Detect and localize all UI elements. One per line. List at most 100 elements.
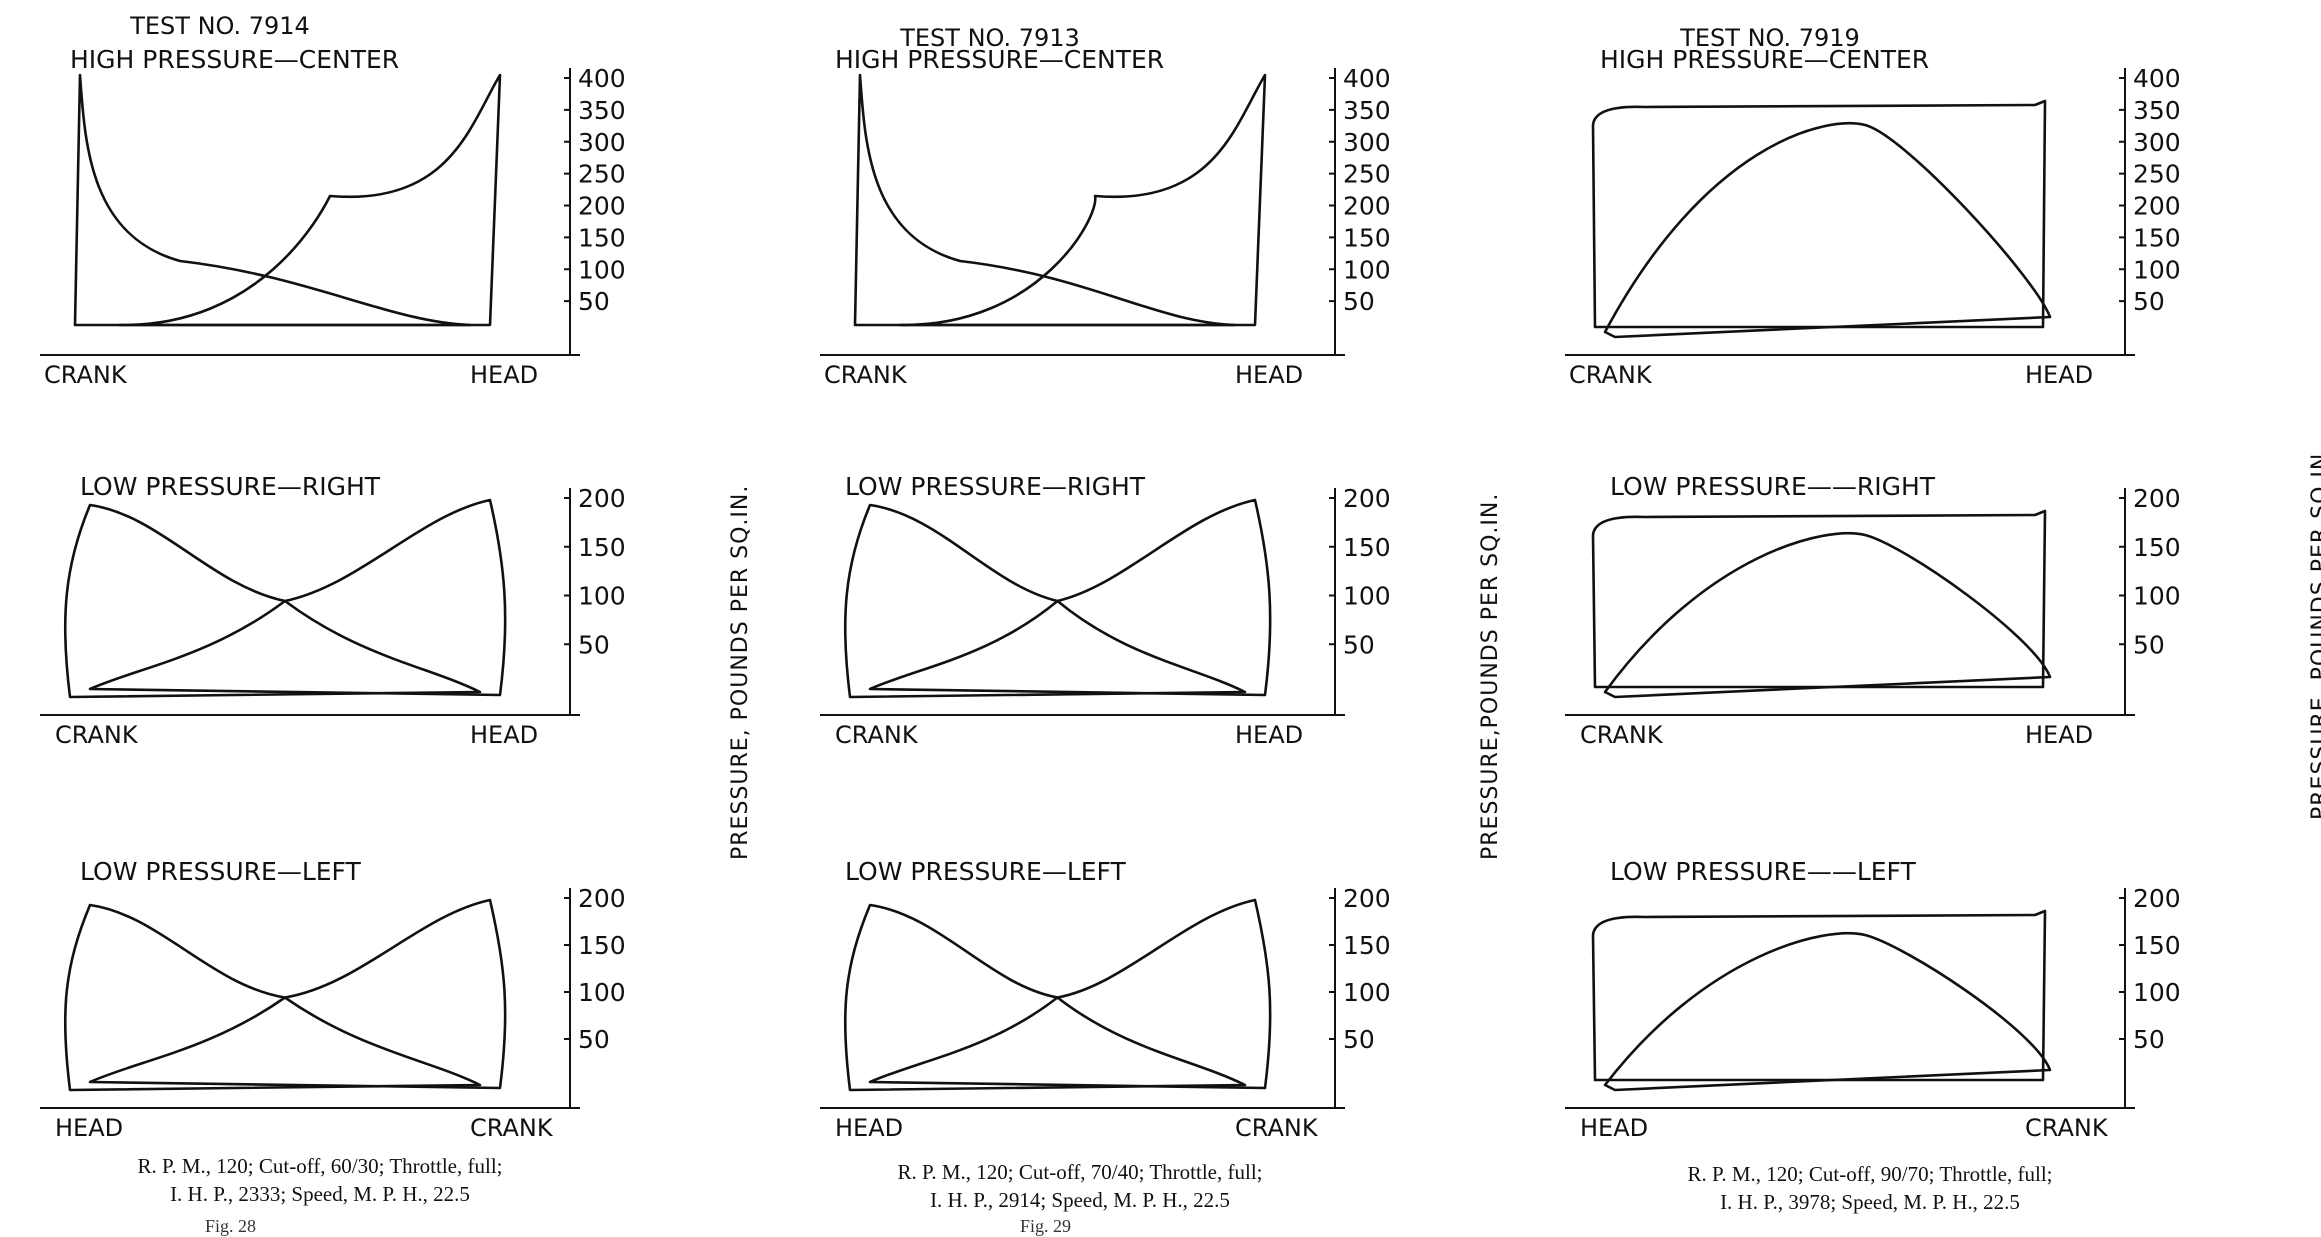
scale-tick-label: 350 bbox=[578, 96, 626, 125]
scale-tick-label: 100 bbox=[1343, 978, 1391, 1007]
stroke-end-label: CRANK bbox=[1235, 1114, 1319, 1142]
diagram-title: LOW PRESSURE—LEFT bbox=[845, 857, 1126, 886]
scale-tick-label: 50 bbox=[1343, 1025, 1375, 1054]
stroke-end-label: HEAD bbox=[470, 361, 538, 389]
test-number: TEST NO. 7914 bbox=[129, 12, 310, 40]
indicator-trace bbox=[843, 903, 1247, 1092]
scale-tick-label: 100 bbox=[2133, 255, 2181, 284]
indicator-trace bbox=[1603, 531, 2052, 699]
indicator-trace bbox=[1591, 99, 2047, 329]
stroke-end-label: HEAD bbox=[55, 1114, 123, 1142]
scale-tick-label: 150 bbox=[2133, 223, 2181, 252]
pressure-axis-label: PRESSURE, POUNDS PER SQ.IN. bbox=[2308, 444, 2321, 820]
scale-tick-label: 200 bbox=[578, 192, 626, 221]
scale-tick-label: 400 bbox=[1343, 64, 1391, 93]
diagram-title: LOW PRESSURE—LEFT bbox=[80, 857, 361, 886]
indicator-trace bbox=[843, 503, 1247, 699]
caption-line-2: I. H. P., 2333; Speed, M. P. H., 22.5 bbox=[170, 1182, 470, 1206]
indicator-trace bbox=[1591, 509, 2047, 689]
scale-tick-label: 150 bbox=[578, 931, 626, 960]
caption-fig-3: R. P. M., 120; Cut-off, 90/70; Throttle,… bbox=[1570, 1160, 2170, 1216]
test-number: TEST NO. 7919 bbox=[1679, 24, 1860, 52]
scale-tick-label: 100 bbox=[1343, 582, 1391, 611]
diagram-title: HIGH PRESSURE—CENTER bbox=[835, 45, 1164, 74]
indicator-trace bbox=[63, 903, 482, 1092]
scale-tick-label: 200 bbox=[1343, 484, 1391, 513]
caption-line-1: R. P. M., 120; Cut-off, 90/70; Throttle,… bbox=[1687, 1162, 2053, 1186]
indicator-trace bbox=[898, 73, 1267, 327]
scale-tick-label: 50 bbox=[2133, 287, 2165, 316]
scale-tick-label: 50 bbox=[2133, 1025, 2165, 1054]
scale-tick-label: 100 bbox=[2133, 582, 2181, 611]
scale-tick-label: 50 bbox=[2133, 630, 2165, 659]
scale-tick-label: 200 bbox=[2133, 484, 2181, 513]
indicator-trace bbox=[868, 498, 1272, 697]
stroke-end-label: CRANK bbox=[44, 361, 128, 389]
stroke-end-label: CRANK bbox=[824, 361, 908, 389]
stroke-end-label: HEAD bbox=[2025, 721, 2093, 749]
scale-tick-label: 200 bbox=[578, 484, 626, 513]
stroke-end-label: HEAD bbox=[835, 1114, 903, 1142]
caption-line-2: I. H. P., 3978; Speed, M. P. H., 22.5 bbox=[1720, 1190, 2020, 1214]
indicator-trace bbox=[1603, 122, 2052, 339]
scale-tick-label: 100 bbox=[578, 978, 626, 1007]
scale-tick-label: 100 bbox=[578, 255, 626, 284]
indicator-trace bbox=[88, 498, 507, 697]
stroke-end-label: CRANK bbox=[55, 721, 139, 749]
scale-tick-label: 50 bbox=[578, 1025, 610, 1054]
scale-tick-label: 50 bbox=[1343, 630, 1375, 659]
diagram-title: LOW PRESSURE—RIGHT bbox=[80, 472, 381, 501]
scale-tick-label: 150 bbox=[1343, 533, 1391, 562]
scale-tick-label: 150 bbox=[1343, 223, 1391, 252]
stroke-end-label: HEAD bbox=[1235, 361, 1303, 389]
scale-tick-label: 50 bbox=[578, 630, 610, 659]
indicator-trace bbox=[63, 503, 482, 699]
diagram-title: LOW PRESSURE——RIGHT bbox=[1610, 472, 1936, 501]
scale-tick-label: 350 bbox=[1343, 96, 1391, 125]
scale-tick-label: 150 bbox=[2133, 533, 2181, 562]
scale-tick-label: 300 bbox=[578, 128, 626, 157]
stroke-end-label: CRANK bbox=[1569, 361, 1653, 389]
indicator-trace bbox=[1591, 909, 2047, 1082]
scale-tick-label: 100 bbox=[1343, 255, 1391, 284]
test-number: TEST NO. 7913 bbox=[899, 24, 1080, 52]
caption-line-1: R. P. M., 120; Cut-off, 70/40; Throttle,… bbox=[897, 1160, 1263, 1184]
scale-tick-label: 150 bbox=[2133, 931, 2181, 960]
indicator-trace bbox=[73, 73, 472, 327]
diagram-title: HIGH PRESSURE—CENTER bbox=[1600, 45, 1929, 74]
pressure-axis-label: PRESSURE, POUNDS PER SQ.IN. bbox=[728, 484, 753, 860]
scale-tick-label: 150 bbox=[1343, 931, 1391, 960]
scale-tick-label: 50 bbox=[578, 287, 610, 316]
scale-tick-label: 250 bbox=[578, 160, 626, 189]
stroke-end-label: CRANK bbox=[2025, 1114, 2109, 1142]
caption-fig-2: R. P. M., 120; Cut-off, 70/40; Throttle,… bbox=[800, 1158, 1360, 1214]
scale-tick-label: 400 bbox=[2133, 64, 2181, 93]
stroke-end-label: CRANK bbox=[1580, 721, 1664, 749]
caption-line-1: R. P. M., 120; Cut-off, 60/30; Throttle,… bbox=[137, 1154, 503, 1178]
caption-fig-1: R. P. M., 120; Cut-off, 60/30; Throttle,… bbox=[40, 1152, 600, 1208]
indicator-trace bbox=[88, 898, 507, 1090]
indicator-trace bbox=[853, 73, 1237, 327]
scale-tick-label: 400 bbox=[578, 64, 626, 93]
stroke-end-label: HEAD bbox=[470, 721, 538, 749]
scale-tick-label: 300 bbox=[2133, 128, 2181, 157]
diagram-title: HIGH PRESSURE—CENTER bbox=[70, 45, 399, 74]
scale-tick-label: 50 bbox=[1343, 287, 1375, 316]
scale-tick-label: 200 bbox=[2133, 192, 2181, 221]
scale-tick-label: 150 bbox=[578, 223, 626, 252]
stroke-end-label: CRANK bbox=[470, 1114, 554, 1142]
diagram-title: LOW PRESSURE—RIGHT bbox=[845, 472, 1146, 501]
scale-tick-label: 100 bbox=[2133, 978, 2181, 1007]
scale-tick-label: 200 bbox=[1343, 192, 1391, 221]
stroke-end-label: HEAD bbox=[1580, 1114, 1648, 1142]
stroke-end-label: HEAD bbox=[1235, 721, 1303, 749]
figure-number: Fig. 29 bbox=[1020, 1216, 1072, 1236]
scale-tick-label: 250 bbox=[2133, 160, 2181, 189]
figure-number: Fig. 28 bbox=[205, 1216, 257, 1236]
scale-tick-label: 150 bbox=[578, 533, 626, 562]
scale-tick-label: 350 bbox=[2133, 96, 2181, 125]
stroke-end-label: HEAD bbox=[2025, 361, 2093, 389]
indicator-trace bbox=[1603, 931, 2052, 1092]
